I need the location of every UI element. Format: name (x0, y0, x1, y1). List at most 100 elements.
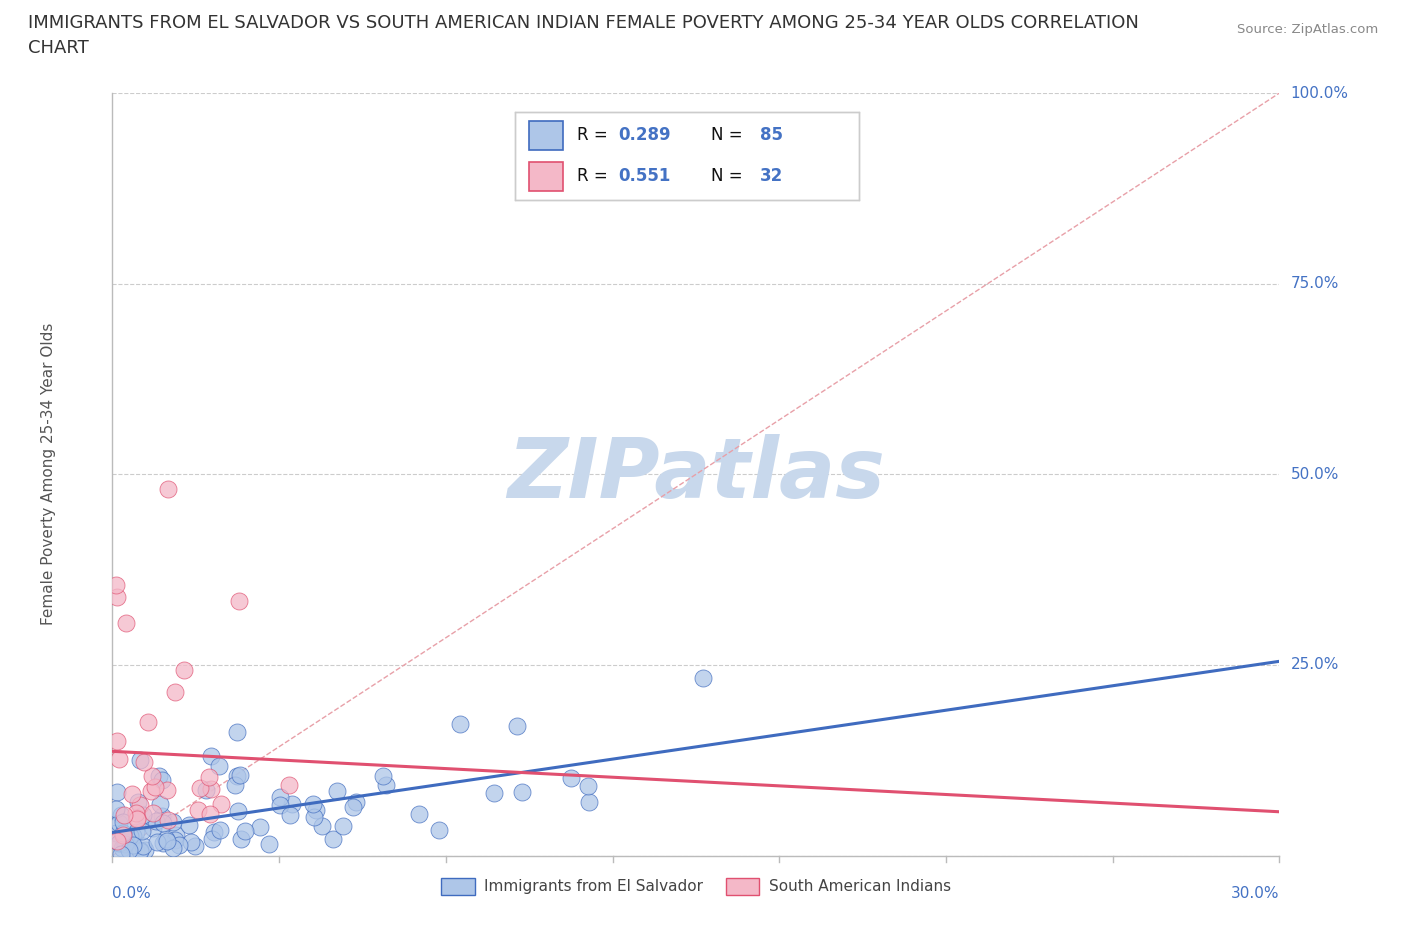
Point (105, 784, 128, 799)
Point (484, 786, 506, 801)
Point (131, 808, 153, 823)
Point (156, 482, 179, 497)
Point (375, 777, 398, 792)
Point (127, 794, 149, 809)
Point (190, 780, 212, 795)
Point (202, 825, 225, 840)
Point (148, 796, 170, 811)
Point (208, 758, 231, 773)
Point (278, 807, 301, 822)
Point (139, 783, 162, 798)
Point (145, 814, 167, 829)
Point (142, 805, 165, 820)
Point (148, 768, 170, 783)
Point (209, 822, 232, 837)
Point (115, 615, 138, 630)
Point (108, 751, 131, 766)
Text: 30.0%: 30.0% (1232, 886, 1279, 901)
Point (125, 812, 148, 827)
Point (269, 790, 291, 804)
Point (129, 752, 152, 767)
Point (155, 831, 177, 846)
Point (134, 843, 156, 857)
Point (163, 832, 186, 847)
Point (506, 718, 529, 733)
Point (111, 815, 134, 830)
Point (198, 806, 221, 821)
Point (302, 797, 325, 812)
Point (344, 794, 367, 809)
Point (143, 780, 166, 795)
Point (131, 823, 153, 838)
Point (120, 829, 142, 844)
Point (194, 782, 217, 797)
Point (162, 841, 184, 856)
Point (169, 838, 191, 853)
Point (142, 820, 165, 835)
Point (692, 671, 714, 686)
Point (200, 781, 222, 796)
Point (224, 777, 246, 792)
Point (124, 805, 146, 820)
Point (302, 809, 325, 824)
Point (269, 798, 291, 813)
Point (136, 715, 159, 730)
Point (311, 818, 333, 833)
Point (235, 824, 257, 839)
Text: Source: ZipAtlas.com: Source: ZipAtlas.com (1237, 23, 1378, 36)
Point (129, 844, 152, 858)
Point (226, 804, 249, 818)
Point (112, 826, 135, 841)
Point (173, 662, 195, 677)
Point (304, 803, 326, 817)
Point (152, 816, 174, 830)
Point (259, 836, 281, 851)
Point (150, 809, 173, 824)
Text: Female Poverty Among 25-34 Year Olds: Female Poverty Among 25-34 Year Olds (41, 323, 56, 626)
Point (187, 803, 209, 817)
Text: 25.0%: 25.0% (1291, 658, 1339, 672)
Point (105, 590, 128, 604)
Point (146, 834, 169, 849)
Point (141, 768, 163, 783)
Point (576, 778, 599, 793)
Point (114, 837, 136, 852)
Text: CHART: CHART (28, 39, 89, 57)
Point (427, 823, 450, 838)
Text: IMMIGRANTS FROM EL SALVADOR VS SOUTH AMERICAN INDIAN FEMALE POVERTY AMONG 25-34 : IMMIGRANTS FROM EL SALVADOR VS SOUTH AME… (28, 14, 1139, 32)
Point (578, 794, 600, 809)
Point (197, 770, 219, 785)
Text: 0.0%: 0.0% (112, 886, 152, 901)
Point (118, 843, 141, 857)
Point (179, 817, 201, 832)
Point (108, 816, 131, 830)
Point (110, 807, 132, 822)
Text: ZIPatlas: ZIPatlas (508, 433, 884, 515)
Point (449, 716, 471, 731)
Point (105, 826, 128, 841)
Point (105, 833, 128, 848)
Point (105, 733, 128, 748)
Text: 75.0%: 75.0% (1291, 276, 1339, 291)
Point (125, 811, 148, 826)
Point (560, 771, 582, 786)
Point (105, 802, 128, 817)
Legend: Immigrants from El Salvador, South American Indians: Immigrants from El Salvador, South Ameri… (434, 871, 957, 901)
Point (373, 768, 395, 783)
Point (322, 831, 344, 846)
Point (121, 787, 143, 802)
Point (165, 828, 187, 843)
Point (231, 831, 253, 846)
Point (408, 806, 430, 821)
Point (156, 834, 179, 849)
Point (150, 773, 173, 788)
Point (134, 754, 156, 769)
Point (122, 829, 145, 844)
Point (180, 834, 202, 849)
Point (332, 818, 354, 833)
Point (132, 839, 155, 854)
Point (156, 783, 179, 798)
Point (115, 834, 138, 849)
Point (129, 798, 152, 813)
Point (112, 807, 135, 822)
